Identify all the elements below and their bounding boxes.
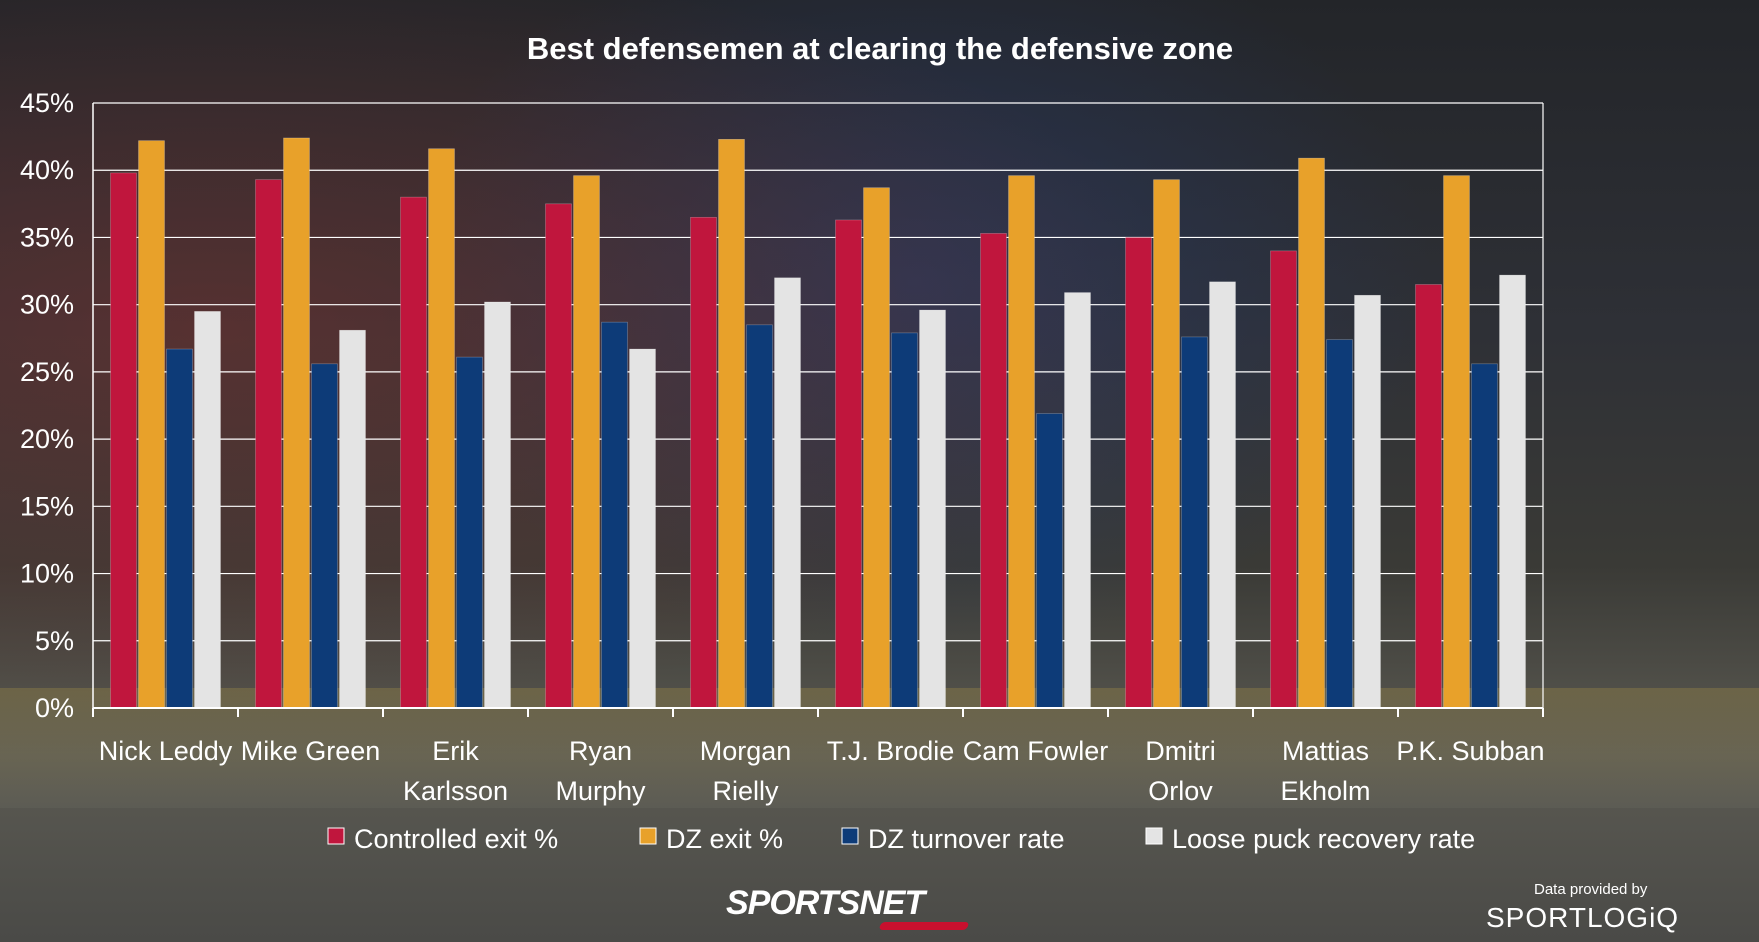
legend-label: Loose puck recovery rate bbox=[1172, 824, 1475, 854]
bar bbox=[1064, 292, 1091, 709]
x-tick-label: Ekholm bbox=[1280, 776, 1370, 806]
bar bbox=[1181, 336, 1208, 709]
bar bbox=[746, 324, 773, 709]
sportsnet-logo: SPORTSNET bbox=[726, 884, 925, 922]
bar bbox=[311, 363, 338, 709]
legend-label: DZ exit % bbox=[666, 824, 783, 854]
bar bbox=[545, 203, 572, 709]
x-tick-label: Karlsson bbox=[403, 776, 508, 806]
x-tick-label: P.K. Subban bbox=[1396, 736, 1544, 766]
bar bbox=[690, 216, 717, 709]
x-tick-label: Ryan bbox=[569, 736, 632, 766]
x-tick-label: Mike Green bbox=[241, 736, 381, 766]
y-tick-label: 40% bbox=[20, 155, 74, 185]
y-tick-label: 0% bbox=[35, 693, 74, 723]
bar bbox=[919, 309, 946, 709]
bar bbox=[138, 140, 165, 709]
legend-label: Controlled exit % bbox=[354, 824, 558, 854]
x-tick-label: Cam Fowler bbox=[963, 736, 1109, 766]
bar bbox=[1326, 339, 1353, 709]
x-tick-label: Morgan bbox=[700, 736, 792, 766]
x-tick-label: Mattias bbox=[1282, 736, 1369, 766]
bar bbox=[283, 137, 310, 709]
y-tick-label: 25% bbox=[20, 357, 74, 387]
x-tick-label: Nick Leddy bbox=[99, 736, 233, 766]
data-credit-label: Data provided by bbox=[1534, 881, 1648, 898]
y-tick-label: 45% bbox=[20, 88, 74, 118]
bar bbox=[339, 329, 366, 709]
bar bbox=[1298, 157, 1325, 709]
y-tick-label: 20% bbox=[20, 424, 74, 454]
x-tick-label: Rielly bbox=[712, 776, 779, 806]
x-tick-label: Dmitri bbox=[1145, 736, 1215, 766]
legend-swatch bbox=[327, 827, 345, 845]
x-tick-label: Erik bbox=[432, 736, 479, 766]
bars bbox=[110, 137, 1526, 709]
bar bbox=[428, 148, 455, 709]
bar bbox=[835, 219, 862, 709]
bar bbox=[1443, 175, 1470, 709]
bar bbox=[1125, 237, 1152, 709]
y-tick-label: 10% bbox=[20, 559, 74, 589]
legend: Controlled exit % DZ exit % DZ turnover ra… bbox=[327, 824, 1475, 854]
bar bbox=[110, 172, 137, 709]
y-tick-label: 35% bbox=[20, 222, 74, 252]
gridlines bbox=[92, 102, 1544, 708]
bar bbox=[1270, 250, 1297, 709]
y-tick-label: 30% bbox=[20, 290, 74, 320]
bar bbox=[1153, 179, 1180, 709]
y-tick-label: 15% bbox=[20, 491, 74, 521]
bar bbox=[1354, 294, 1381, 709]
bar bbox=[718, 139, 745, 709]
x-tick-label: Orlov bbox=[1148, 776, 1213, 806]
logo-swoosh bbox=[878, 922, 970, 930]
x-tick-label: Murphy bbox=[555, 776, 646, 806]
x-tick-label: T.J. Brodie bbox=[827, 736, 955, 766]
bar bbox=[1499, 274, 1526, 709]
bar bbox=[891, 332, 918, 709]
bar bbox=[980, 233, 1007, 709]
bar bbox=[774, 277, 801, 709]
bar bbox=[863, 187, 890, 709]
legend-label: DZ turnover rate bbox=[868, 824, 1065, 854]
x-axis-labels: Nick Leddy Mike Green Erik Karlsson Ryan Murp… bbox=[99, 736, 1545, 806]
legend-swatch bbox=[1145, 827, 1163, 845]
bar bbox=[484, 301, 511, 709]
bar bbox=[629, 348, 656, 709]
y-axis-ticks: 0% 5% 10% 15% 20% 25% 30% 35% 40% 45% bbox=[20, 88, 74, 723]
bar bbox=[166, 348, 193, 709]
bar bbox=[573, 175, 600, 709]
bar bbox=[601, 321, 628, 709]
bar bbox=[1415, 284, 1442, 709]
legend-swatch bbox=[841, 827, 859, 845]
bar bbox=[1471, 363, 1498, 709]
y-tick-label: 5% bbox=[35, 626, 74, 656]
legend-swatch bbox=[639, 827, 657, 845]
bar bbox=[1209, 281, 1236, 709]
bar bbox=[1008, 175, 1035, 709]
x-axis bbox=[92, 707, 1544, 717]
bar bbox=[1036, 413, 1063, 709]
chart-title: Best defensemen at clearing the defensiv… bbox=[527, 31, 1233, 66]
bar bbox=[400, 196, 427, 709]
bar bbox=[255, 179, 282, 709]
bar bbox=[194, 311, 221, 709]
data-provider-logo: SPORTLOGiQ bbox=[1486, 902, 1680, 933]
bar bbox=[456, 356, 483, 709]
